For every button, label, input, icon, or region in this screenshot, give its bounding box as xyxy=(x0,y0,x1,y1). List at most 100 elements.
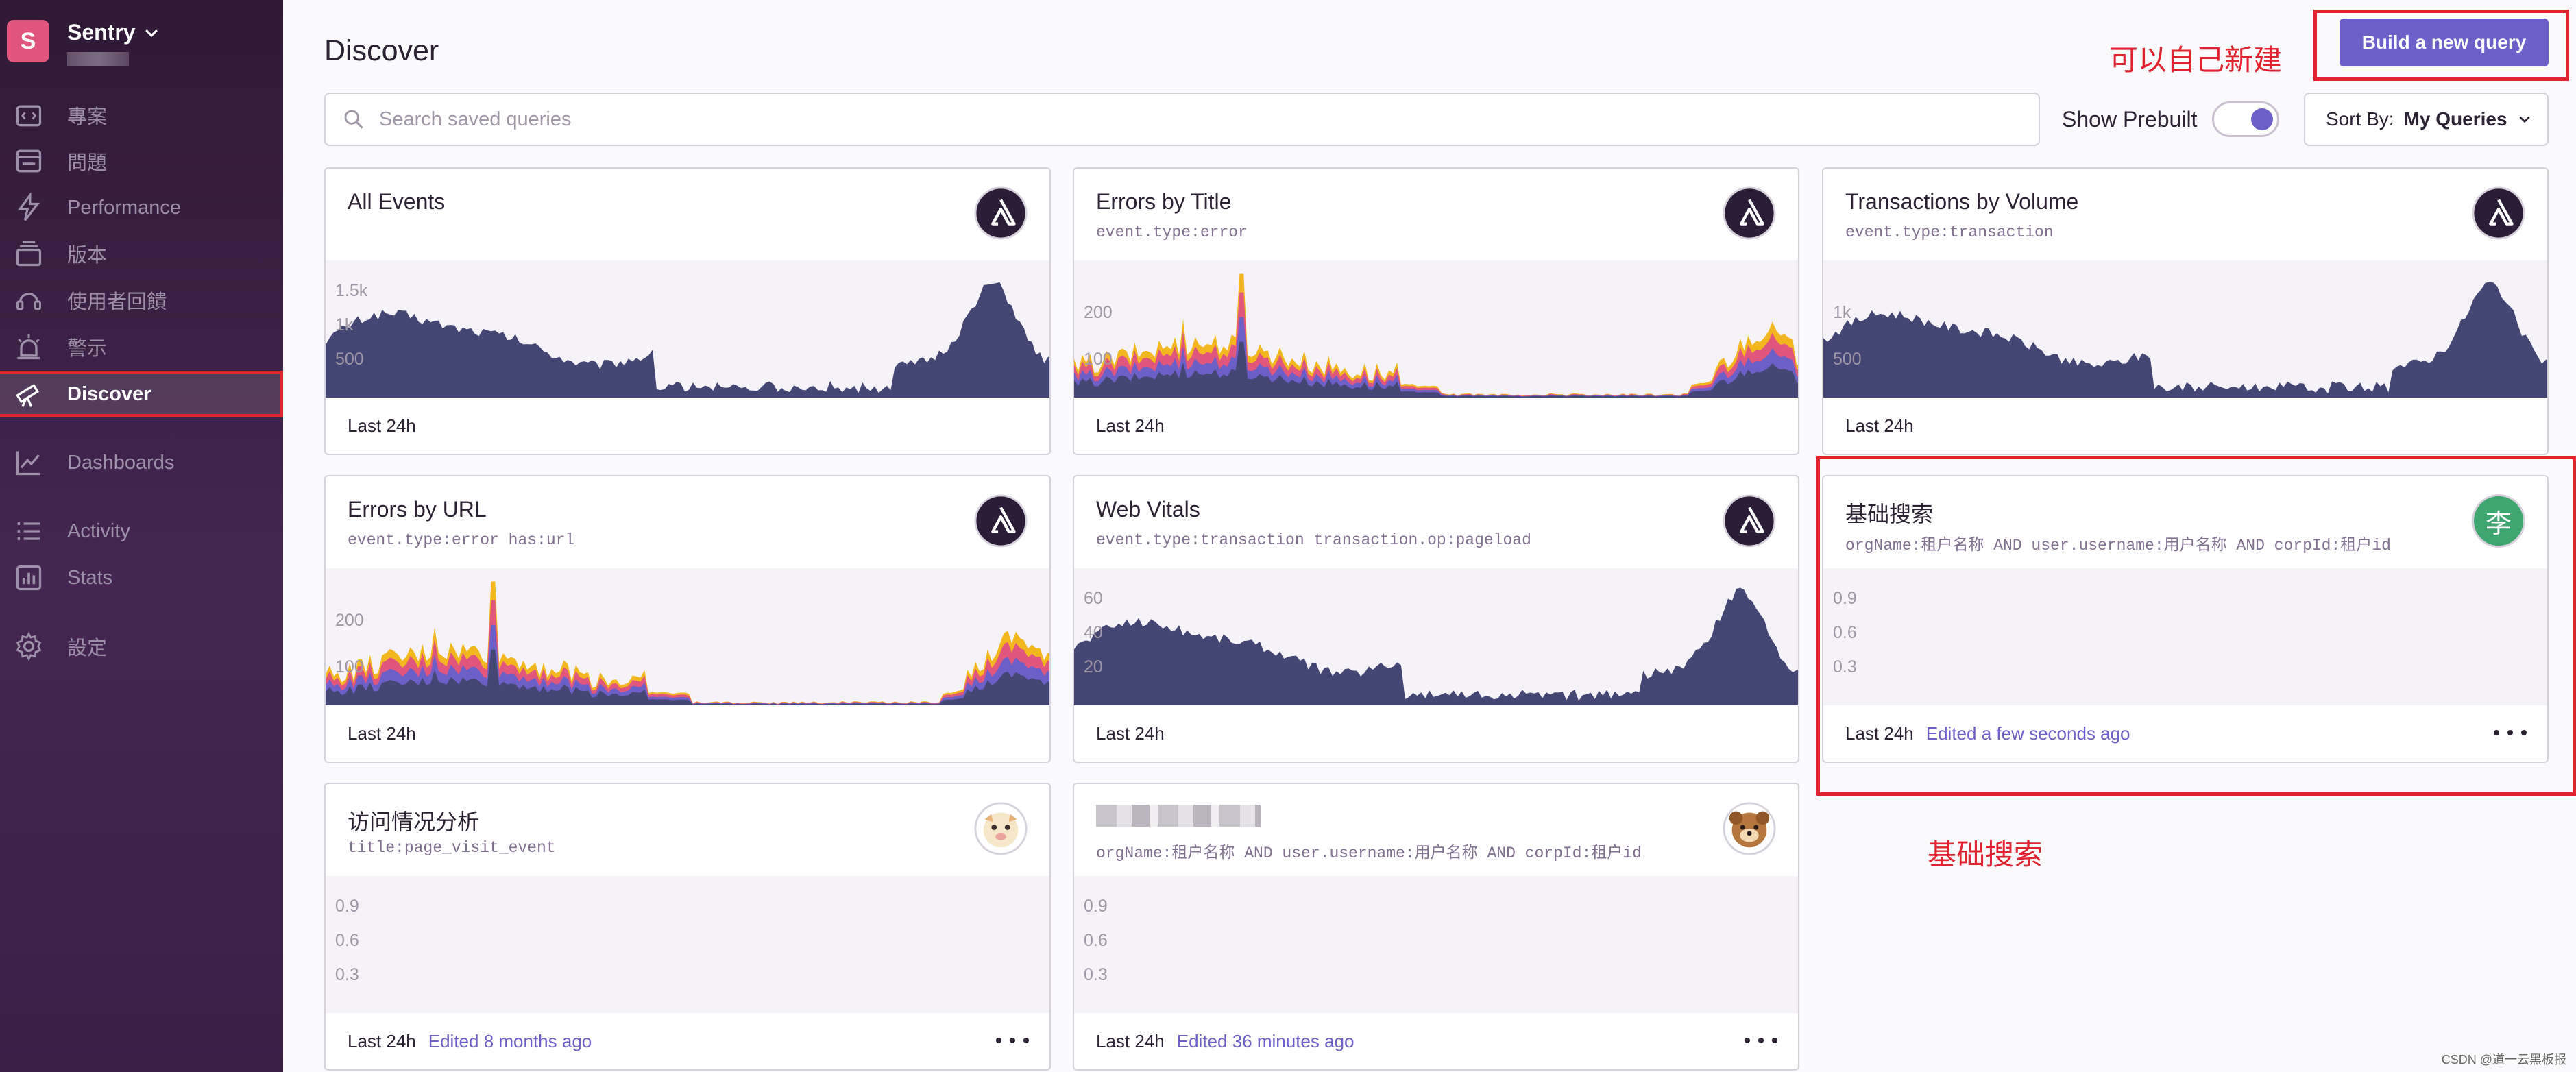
y-tick-label: 200 xyxy=(1084,303,1113,322)
org-switcher[interactable]: S Sentry xyxy=(7,20,160,68)
sidebar-item-issues[interactable]: 問題 xyxy=(0,138,283,184)
annotation-box-build xyxy=(2313,10,2569,81)
sentry-logo-icon xyxy=(974,186,1028,240)
y-tick-label: 0.3 xyxy=(1833,657,1857,677)
sidebar-item-projects[interactable]: 專案 xyxy=(0,92,283,138)
card-more-menu[interactable] xyxy=(1745,1032,1777,1049)
sidebar-item-label: 版本 xyxy=(67,245,108,267)
sidebar-item-label: Discover xyxy=(67,382,151,405)
y-tick-label: 1.5k xyxy=(335,281,368,300)
card-range: Last 24h xyxy=(348,1031,416,1051)
sidebar-item-performance[interactable]: Performance xyxy=(0,184,283,231)
sidebar-item-label: Stats xyxy=(67,566,113,589)
y-tick-label: 1k xyxy=(1833,303,1851,322)
y-tick-label: 200 xyxy=(335,611,364,630)
more-dot xyxy=(2494,730,2499,735)
sidebar-item-alerts[interactable]: 警示 xyxy=(0,324,283,370)
build-new-query-button[interactable]: Build a new query xyxy=(2340,19,2549,66)
card-chart: 0.9 0.6 0.3 xyxy=(1823,568,2547,705)
y-tick-label: 0.9 xyxy=(1833,589,1857,608)
sidebar-item-feedback[interactable]: 使用者回饋 xyxy=(0,277,283,324)
query-card[interactable]: All Events 1.5k 1k 500 Last 24h xyxy=(324,167,1051,455)
series-area xyxy=(326,282,1049,398)
card-chart: 60 40 20 xyxy=(1074,568,1798,705)
card-footer: Last 24h xyxy=(348,415,416,437)
query-card[interactable]: 基础搜索 orgName:租户名称 AND user.username:用户名称 … xyxy=(1822,475,2549,763)
card-footer: Last 24h Edited 8 months ago xyxy=(348,1031,592,1052)
card-title: All Events xyxy=(348,189,446,214)
card-title: 访问情况分析 xyxy=(348,809,480,834)
query-card[interactable]: orgName:租户名称 AND user.username:用户名称 AND … xyxy=(1073,783,1799,1071)
card-chart: 1.5k 1k 500 xyxy=(326,260,1049,398)
sidebar-item-label: 專案 xyxy=(67,106,108,128)
sentry-logo-icon xyxy=(974,494,1028,548)
card-title: 基础搜索 xyxy=(1845,502,1934,526)
show-prebuilt-label: Show Prebuilt xyxy=(2062,106,2198,132)
feedback-icon xyxy=(16,293,41,310)
y-tick-label: 1k xyxy=(335,315,354,334)
card-range: Last 24h xyxy=(348,723,416,744)
query-card[interactable]: Errors by Title event.type:error 200 100 Las… xyxy=(1073,167,1799,455)
card-chart: 0.9 0.6 0.3 xyxy=(326,876,1049,1013)
card-query: title:page_visit_event xyxy=(348,839,556,857)
more-dot xyxy=(2507,730,2513,735)
annotation-basic-search-note: 基础搜索 xyxy=(1928,838,2043,870)
y-tick-label: 500 xyxy=(335,350,364,369)
y-tick-label: 0.9 xyxy=(1084,897,1108,916)
query-card[interactable]: 访问情况分析 title:page_visit_event 0.9 0.6 0.3 Las… xyxy=(324,783,1051,1071)
y-tick-label: 0.3 xyxy=(1084,965,1108,984)
query-card[interactable]: Errors by URL event.type:error has:url 200… xyxy=(324,475,1051,763)
search-input[interactable] xyxy=(379,108,1956,131)
sentry-logo-icon xyxy=(1723,186,1776,240)
chevron-down-icon xyxy=(145,29,158,37)
page-title: Discover xyxy=(324,34,439,67)
y-tick-label: 0.9 xyxy=(335,897,359,916)
card-footer: Last 24h xyxy=(348,723,416,744)
bar-chart-icon xyxy=(16,565,42,591)
sparkline xyxy=(1074,273,1798,398)
org-logo: S xyxy=(7,20,49,62)
card-query: event.type:error xyxy=(1096,223,1248,241)
card-footer: Last 24h xyxy=(1845,415,1914,437)
sidebar-item-settings[interactable]: 設定 xyxy=(0,623,283,670)
card-range: Last 24h xyxy=(1096,723,1165,744)
card-footer: Last 24h Edited 36 minutes ago xyxy=(1096,1031,1354,1052)
sidebar-item-label: Dashboards xyxy=(67,451,175,474)
list-icon xyxy=(17,522,40,540)
more-dot xyxy=(2521,730,2527,735)
sparkline xyxy=(326,282,1049,398)
projects-icon xyxy=(16,105,42,127)
sidebar-item-releases[interactable]: 版本 xyxy=(0,230,283,277)
card-range: Last 24h xyxy=(348,415,416,436)
sidebar-item-stats[interactable]: Stats xyxy=(0,555,283,601)
card-chart: 1k 500 xyxy=(1823,260,2547,398)
query-card[interactable]: Transactions by Volume event.type:transac… xyxy=(1822,167,2549,455)
sidebar-item-dashboards[interactable]: Dashboards xyxy=(0,439,283,486)
show-prebuilt-toggle[interactable] xyxy=(2212,101,2280,137)
annotation-box-basic-search xyxy=(1816,456,2576,796)
search-icon xyxy=(344,110,363,129)
more-dot xyxy=(1758,1038,1764,1043)
query-card[interactable]: Web Vitals event.type:transaction transac… xyxy=(1073,475,1799,763)
series-area xyxy=(1074,587,1798,705)
sparkline xyxy=(1823,282,2547,398)
more-dot xyxy=(1023,1038,1029,1043)
card-range: Last 24h xyxy=(1845,723,1914,744)
gear-icon xyxy=(16,631,42,661)
sidebar-item-label: 警示 xyxy=(67,338,108,360)
card-chart: 0.9 0.6 0.3 xyxy=(1074,876,1798,1013)
card-query: orgName:租户名称 AND user.username:用户名称 AND … xyxy=(1845,537,2391,555)
card-query: event.type:error has:url xyxy=(348,531,575,549)
sparkline xyxy=(326,581,1049,705)
card-more-menu[interactable] xyxy=(996,1032,1029,1049)
sidebar-item-activity[interactable]: Activity xyxy=(0,508,283,555)
card-query: event.type:transaction xyxy=(1845,223,2054,241)
issues-icon xyxy=(16,149,42,173)
y-tick-label: 100 xyxy=(335,657,364,677)
search-bar[interactable] xyxy=(324,93,2040,146)
card-range: Last 24h xyxy=(1845,415,1914,436)
card-footer: Last 24h xyxy=(1096,723,1165,744)
sort-dropdown[interactable]: Sort By: My Queries xyxy=(2304,93,2549,146)
sidebar-item-discover[interactable]: Discover xyxy=(0,371,283,417)
card-more-menu[interactable] xyxy=(2494,724,2527,741)
